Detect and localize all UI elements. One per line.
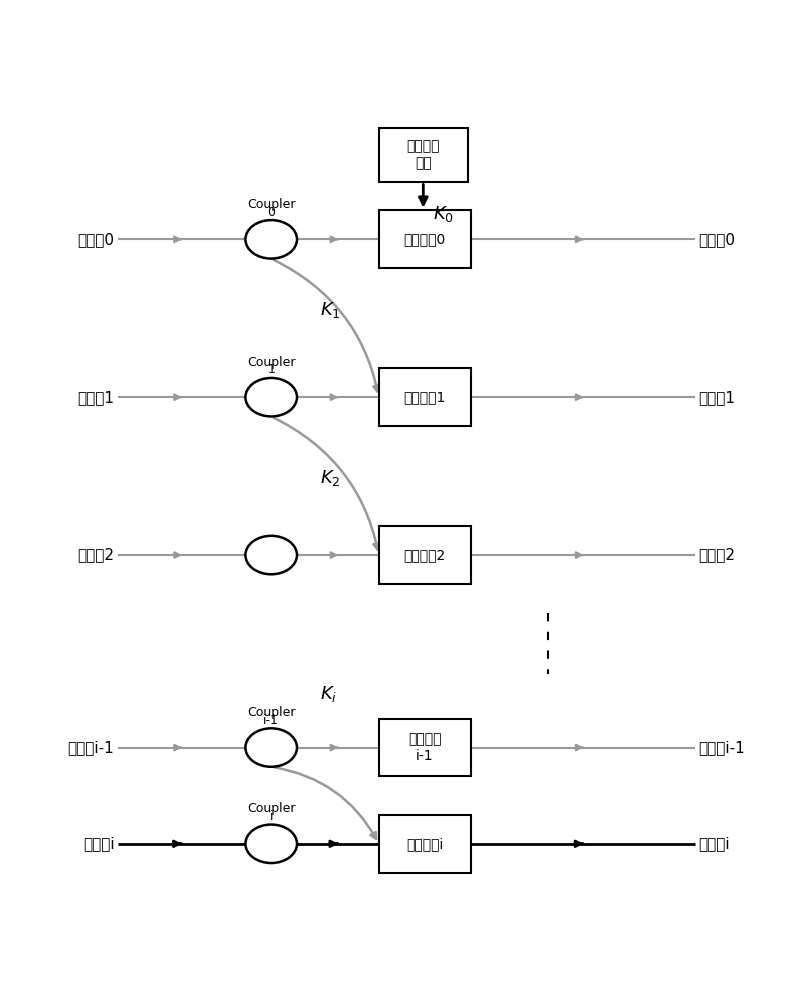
Text: 全光加剗1: 全光加剗1 [404, 390, 446, 404]
Text: $K_{1}$: $K_{1}$ [320, 300, 341, 320]
FancyArrowPatch shape [274, 418, 379, 550]
Text: 光密文i: 光密文i [699, 836, 730, 851]
Text: $K_{0}$: $K_{0}$ [433, 204, 454, 224]
Text: Coupler: Coupler [247, 356, 296, 369]
Text: 全光加密i: 全光加密i [406, 837, 443, 851]
Bar [379, 719, 471, 776]
Bar [379, 815, 471, 873]
Text: 0: 0 [267, 206, 275, 219]
Bar [379, 368, 471, 426]
Text: 1: 1 [267, 363, 275, 376]
Text: 光信号i: 光信号i [82, 836, 114, 851]
Text: 光密文0: 光密文0 [699, 232, 735, 247]
Text: 光密鑰发
生器: 光密鑰发 生器 [407, 140, 440, 170]
Text: 光信号i-1: 光信号i-1 [67, 740, 114, 755]
Text: i: i [270, 810, 273, 823]
FancyArrowPatch shape [274, 767, 376, 839]
Text: $K_{2}$: $K_{2}$ [320, 468, 341, 488]
Text: Coupler: Coupler [247, 802, 296, 815]
Text: 光密文2: 光密文2 [699, 548, 735, 563]
Text: 光信号0: 光信号0 [78, 232, 114, 247]
Bar [379, 526, 471, 584]
Text: 光信号1: 光信号1 [78, 390, 114, 405]
Text: 全光加剗0: 全光加剗0 [404, 232, 446, 246]
Text: 光密文i-1: 光密文i-1 [699, 740, 745, 755]
Bar [379, 210, 471, 268]
Text: 全光加密
i-1: 全光加密 i-1 [408, 732, 442, 763]
Text: 光密文1: 光密文1 [699, 390, 735, 405]
Text: Coupler: Coupler [247, 706, 296, 719]
Text: Coupler: Coupler [247, 198, 296, 211]
Text: 光信号2: 光信号2 [78, 548, 114, 563]
Bar [379, 128, 468, 182]
Text: $K_{i}$: $K_{i}$ [320, 684, 338, 704]
Text: i-1: i-1 [263, 714, 279, 727]
Text: 全光加剗2: 全光加剗2 [404, 548, 446, 562]
FancyArrowPatch shape [274, 260, 379, 392]
